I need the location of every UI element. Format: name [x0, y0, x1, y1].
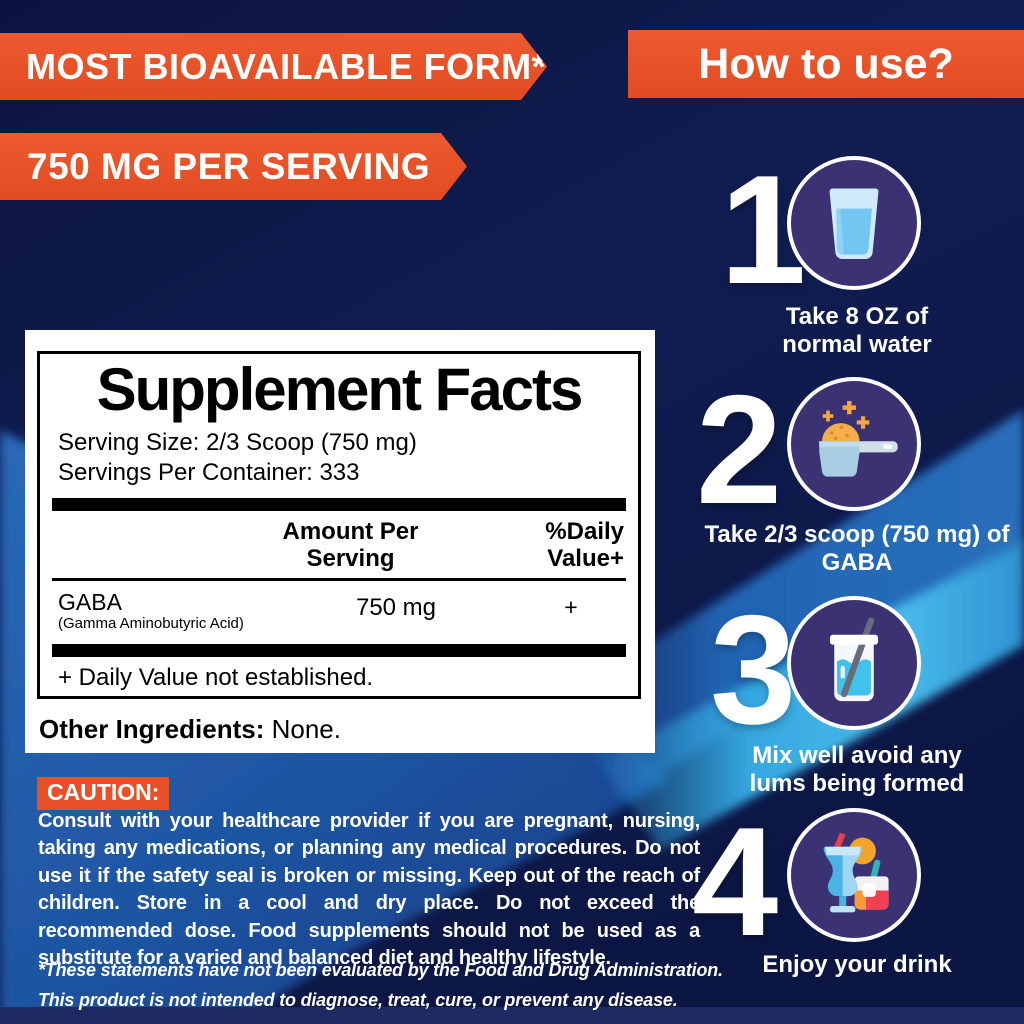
step-4-caption: Enjoy your drink [697, 951, 1017, 979]
supplement-facts-title: Supplement Facts [96, 356, 584, 423]
step-4-number: 4 [692, 795, 779, 968]
col-header-dv-line1: %Daily [545, 518, 624, 545]
other-ingredients-label: Other Ingredients: [39, 714, 265, 744]
ingredient-name: GABA [58, 589, 122, 615]
step-2-number: 2 [696, 363, 783, 536]
caution-badge: CAUTION: [37, 777, 170, 810]
serving-size: Serving Size: 2/3 Scoop (750 mg) [58, 429, 417, 456]
fda-disclaimer-line2: This product is not intended to diagnose… [38, 990, 678, 1010]
col-header-dv-line2: Value+ [547, 545, 624, 572]
other-ingredients: Other Ingredients: None. [39, 714, 655, 745]
ingredient-row: GABA (Gamma Aminobutyric Acid) 750 mg + [52, 590, 626, 633]
divider-thin [52, 578, 626, 581]
step-2-caption-line2: GABA [821, 549, 893, 576]
step-3-caption-line2: lums being formed [749, 770, 965, 797]
step-1-caption-line2: normal water [782, 331, 932, 358]
column-header-row: Amount Per Serving %Daily Value+ [52, 518, 626, 572]
step-1-caption-line1: Take 8 OZ of [785, 303, 929, 330]
step-3-circle [787, 596, 921, 730]
step-2-caption-line1: Take 2/3 scoop (750 mg) of [704, 521, 1010, 548]
supplement-facts-panel: Supplement Facts Serving Size: 2/3 Scoop… [25, 330, 655, 753]
step-3-caption-line1: Mix well avoid any [752, 742, 962, 769]
banner-750mg-label: 750 MG PER SERVING [27, 145, 431, 187]
step-1-caption: Take 8 OZ of normal water [697, 303, 1017, 359]
fda-disclaimer-line1: *These statements have not been evaluate… [38, 960, 723, 980]
divider-thick-top [52, 498, 626, 511]
banner-most-bioavailable: MOST BIOAVAILABLE FORM* [0, 33, 547, 100]
supplement-facts-box: Supplement Facts Serving Size: 2/3 Scoop… [37, 351, 641, 699]
step-1-circle [787, 156, 921, 290]
divider-thick-bottom [52, 644, 626, 657]
col-header-amount-line1: Amount Per [282, 518, 419, 545]
other-ingredients-value: None. [264, 714, 341, 744]
col-header-daily-value: %Daily Value+ [499, 518, 626, 572]
header-spacer [52, 518, 202, 572]
caution-text: Consult with your healthcare provider if… [38, 810, 700, 970]
ingredient-amount: 750 mg [355, 594, 437, 621]
daily-value-footnote: + Daily Value not established. [58, 664, 374, 691]
how-to-use-header: How to use? [628, 30, 1024, 98]
ingredient-name-block: GABA (Gamma Aminobutyric Acid) [52, 590, 276, 633]
servings-per-container: Servings Per Container: 333 [58, 459, 360, 486]
banner-most-bioavailable-label: MOST BIOAVAILABLE FORM* [26, 45, 547, 87]
col-header-amount-line2: Serving [306, 545, 395, 572]
banner-750mg-per-serving: 750 MG PER SERVING [0, 133, 467, 200]
water-glass-icon [829, 188, 879, 259]
mixing-beaker-icon [830, 617, 878, 702]
scoop-icon [819, 400, 898, 477]
step-3-caption: Mix well avoid any lums being formed [697, 742, 1017, 798]
ingredient-subname: (Gamma Aminobutyric Acid) [58, 615, 244, 632]
ingredient-daily-value: + [564, 594, 578, 620]
step-4-circle [787, 808, 921, 942]
step-4-caption-line1: Enjoy your drink [762, 951, 952, 978]
fda-disclaimer: *These statements have not been evaluate… [38, 955, 723, 1015]
step-2-caption: Take 2/3 scoop (750 mg) of GABA [697, 521, 1017, 577]
drinks-icon [823, 832, 889, 913]
step-2-circle [787, 377, 921, 511]
col-header-amount: Amount Per Serving [202, 518, 499, 572]
step-3-number: 3 [710, 583, 797, 756]
